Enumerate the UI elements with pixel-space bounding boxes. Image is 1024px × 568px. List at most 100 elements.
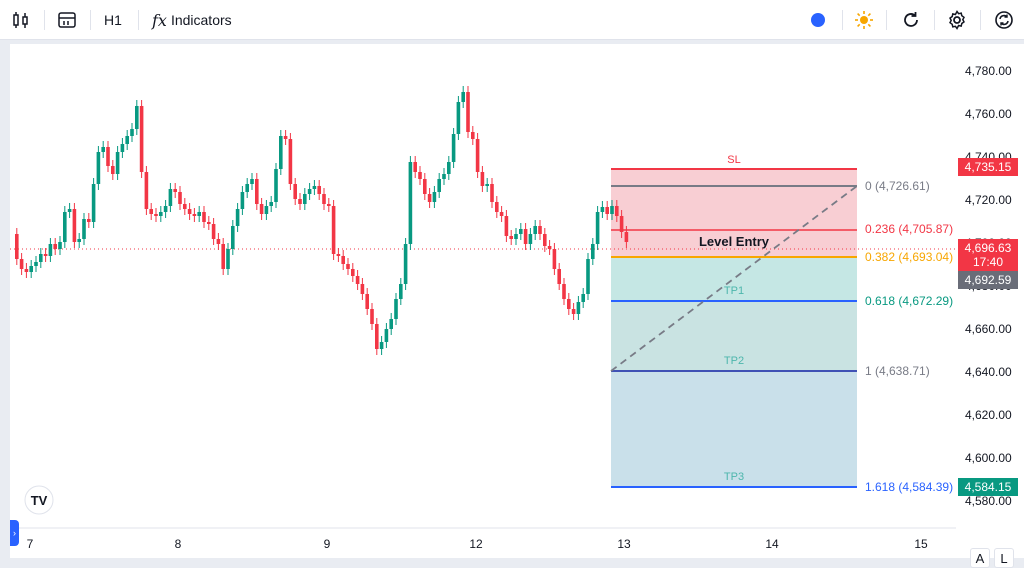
toolbar-divider: [886, 10, 887, 30]
top-toolbar: H1 fx Indicators: [0, 0, 1024, 40]
expand-panel-button[interactable]: ›: [10, 520, 19, 546]
candle-body: [87, 219, 91, 222]
refresh-icon[interactable]: [900, 8, 922, 32]
indicators-button[interactable]: fx Indicators: [152, 8, 232, 32]
candle-body: [135, 106, 139, 129]
candle-body: [523, 229, 528, 244]
candle-body: [317, 186, 321, 194]
countdown-text: 17:40: [973, 255, 1003, 269]
chart-layout-icon[interactable]: [56, 8, 78, 32]
candle-body: [538, 226, 542, 234]
candle-body: [29, 266, 33, 272]
candle-body: [351, 269, 355, 276]
candle-body: [130, 129, 134, 136]
candle-body: [504, 216, 509, 236]
price-chart[interactable]: SL Level Entry TP1 TP2 TP3 0 (4,726.61) …: [10, 44, 1024, 558]
sl-label: SL: [727, 154, 740, 166]
candle-body: [427, 194, 432, 202]
toolbar-divider: [934, 10, 935, 30]
tradingview-logo[interactable]: TV: [24, 485, 54, 515]
candle-body: [187, 209, 192, 214]
price-tick: 4,780.00: [965, 64, 1012, 78]
candle-body: [101, 147, 105, 152]
interval-button[interactable]: H1: [104, 8, 122, 32]
auto-scale-button[interactable]: A: [970, 548, 990, 568]
fib-label-1618: 1.618 (4,584.39): [865, 480, 953, 494]
candle-body: [341, 256, 345, 264]
candle-body: [499, 212, 504, 216]
candle-body: [365, 294, 369, 309]
logo-text: TV: [31, 493, 48, 508]
candle-body: [403, 244, 408, 284]
time-tick: 9: [324, 537, 331, 551]
candle-body: [168, 189, 173, 206]
candle-body: [600, 207, 605, 212]
time-axis[interactable]: 7 8 9 12 13 14 15: [27, 537, 928, 551]
candle-body: [240, 192, 245, 209]
candle-body: [571, 309, 576, 314]
current-price-badge: [958, 239, 1018, 271]
sl-price-badge: [958, 158, 1018, 176]
candle-body: [581, 294, 585, 302]
candle-body: [408, 162, 413, 244]
candle-body: [298, 199, 302, 204]
settings-icon[interactable]: [946, 8, 968, 32]
candle-body: [519, 229, 523, 234]
candle-body: [552, 249, 557, 269]
candle-body: [451, 134, 456, 162]
marker-price-text: 4,692.59: [965, 273, 1012, 287]
candle-body: [144, 172, 149, 209]
fib-trend-line[interactable]: [610, 185, 858, 372]
candle-body: [154, 214, 158, 216]
candle-body: [461, 92, 465, 102]
candle-body: [327, 204, 331, 206]
toolbar-divider: [842, 10, 843, 30]
candle-body: [72, 209, 77, 242]
candle-body: [533, 226, 537, 234]
chart-area[interactable]: SL Level Entry TP1 TP2 TP3 0 (4,726.61) …: [10, 44, 1024, 568]
candle-body: [480, 172, 485, 186]
candle-body: [149, 209, 153, 214]
candle-body: [48, 244, 53, 256]
candle-body: [528, 234, 533, 244]
candle-body: [96, 152, 101, 184]
toolbar-divider: [980, 10, 981, 30]
tp3-label: TP3: [724, 471, 744, 483]
price-tick: 4,600.00: [965, 451, 1012, 465]
candle-body: [77, 239, 81, 242]
candle-body: [192, 214, 197, 216]
candles-icon[interactable]: [10, 8, 32, 32]
time-tick: 7: [27, 537, 34, 551]
candle-body: [389, 319, 393, 329]
sun-icon[interactable]: [853, 8, 875, 32]
candle-body: [226, 249, 230, 269]
toolbar-divider: [90, 10, 91, 30]
sync-icon[interactable]: [993, 8, 1015, 32]
candle-body: [24, 269, 29, 272]
candle-body: [211, 224, 216, 239]
tp1-zone: [611, 257, 857, 301]
fib-label-0382: 0.382 (4,693.04): [865, 250, 953, 264]
candle-body: [288, 139, 293, 184]
fib-label-0: 0 (4,726.61): [865, 179, 930, 193]
candle-body: [370, 309, 374, 324]
candle-body: [274, 169, 278, 202]
tp3-price-badge: [958, 478, 1018, 496]
candle-body: [514, 234, 518, 239]
candle-body: [67, 209, 72, 212]
candle-body: [562, 284, 566, 299]
candle-body: [384, 329, 389, 342]
color-dot-icon[interactable]: [808, 8, 828, 32]
interval-label: H1: [104, 12, 122, 28]
candle-body: [355, 276, 360, 284]
candle-body: [91, 184, 96, 222]
log-scale-button[interactable]: L: [994, 548, 1014, 568]
tp2-zone: [611, 301, 857, 371]
candle-body: [331, 206, 336, 254]
candle-body: [111, 166, 115, 174]
candle-body: [163, 206, 168, 212]
candle-body: [322, 194, 326, 204]
candle-body: [264, 206, 269, 214]
candle-body: [379, 342, 384, 349]
candle-body: [120, 144, 125, 152]
